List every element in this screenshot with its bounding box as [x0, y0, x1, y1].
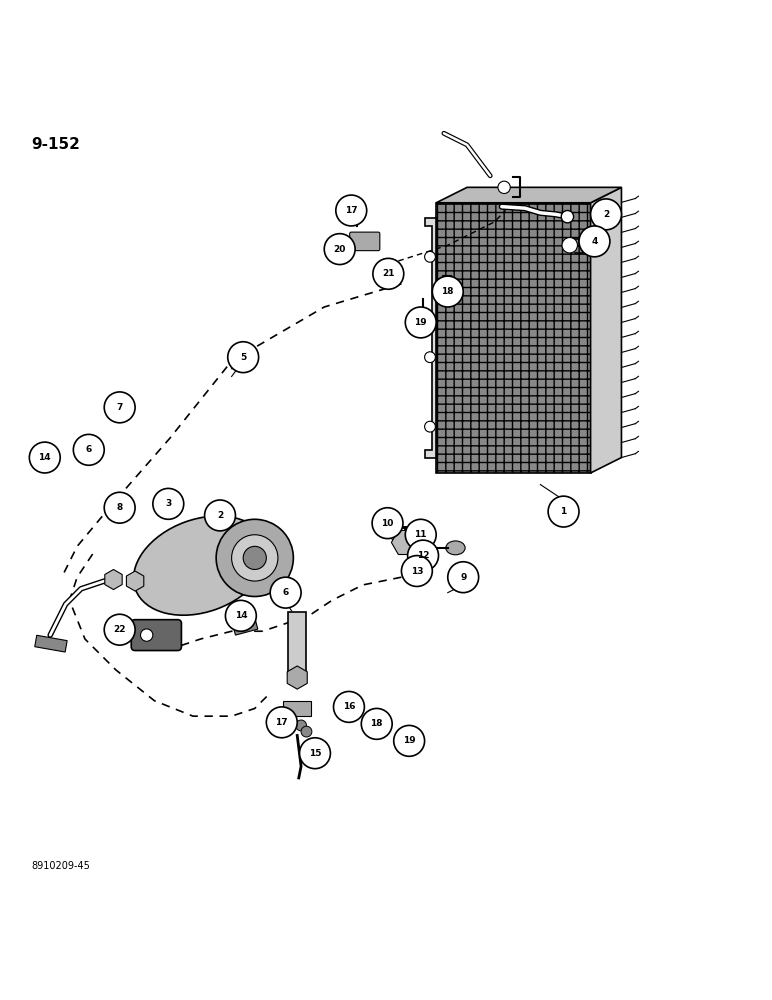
Text: 6: 6	[283, 588, 289, 597]
Text: 4: 4	[591, 237, 598, 246]
Circle shape	[104, 492, 135, 523]
Text: 5: 5	[240, 353, 246, 362]
Polygon shape	[105, 569, 122, 590]
Text: 16: 16	[343, 702, 355, 711]
Polygon shape	[425, 218, 436, 458]
Circle shape	[425, 352, 435, 363]
Bar	[442, 275, 451, 290]
Circle shape	[104, 392, 135, 423]
Circle shape	[394, 725, 425, 756]
Circle shape	[418, 319, 428, 329]
Circle shape	[73, 434, 104, 465]
Polygon shape	[391, 530, 419, 554]
Text: 20: 20	[334, 245, 346, 254]
Polygon shape	[287, 666, 307, 689]
Circle shape	[296, 720, 306, 731]
Circle shape	[425, 251, 435, 262]
Circle shape	[425, 421, 435, 432]
Text: 8910209-45: 8910209-45	[31, 861, 90, 871]
Circle shape	[228, 342, 259, 373]
Text: 3: 3	[165, 499, 171, 508]
Polygon shape	[591, 187, 621, 473]
Circle shape	[388, 276, 397, 285]
Circle shape	[448, 562, 479, 593]
Ellipse shape	[232, 535, 278, 581]
Text: 2: 2	[217, 511, 223, 520]
Text: 19: 19	[415, 318, 427, 327]
Circle shape	[372, 508, 403, 539]
Circle shape	[266, 707, 297, 738]
Circle shape	[283, 722, 293, 733]
Circle shape	[432, 276, 463, 307]
Circle shape	[205, 500, 235, 531]
Ellipse shape	[446, 541, 465, 555]
Text: 12: 12	[417, 551, 429, 560]
Circle shape	[498, 181, 510, 194]
Circle shape	[300, 738, 330, 769]
Circle shape	[405, 519, 436, 550]
Circle shape	[408, 540, 438, 571]
Text: 6: 6	[86, 445, 92, 454]
Text: 7: 7	[117, 403, 123, 412]
Polygon shape	[436, 187, 621, 203]
Circle shape	[562, 238, 577, 253]
Bar	[288, 612, 306, 674]
Text: 9-152: 9-152	[31, 137, 80, 152]
Circle shape	[373, 258, 404, 289]
Circle shape	[334, 691, 364, 722]
Circle shape	[579, 226, 610, 257]
Circle shape	[324, 234, 355, 265]
Text: 19: 19	[403, 736, 415, 745]
Text: 13: 13	[411, 567, 423, 576]
Circle shape	[270, 577, 301, 608]
Bar	[409, 564, 426, 573]
Text: 18: 18	[442, 287, 454, 296]
Text: 1: 1	[560, 507, 567, 516]
Circle shape	[243, 546, 266, 569]
Text: 17: 17	[345, 206, 357, 215]
Text: 2: 2	[603, 210, 609, 219]
Circle shape	[361, 708, 392, 739]
FancyBboxPatch shape	[131, 620, 181, 651]
Ellipse shape	[216, 519, 293, 596]
Circle shape	[141, 629, 153, 641]
Circle shape	[29, 442, 60, 473]
Text: 11: 11	[415, 530, 427, 539]
Text: 15: 15	[309, 749, 321, 758]
Circle shape	[548, 496, 579, 527]
Bar	[283, 701, 311, 716]
Circle shape	[409, 552, 425, 568]
FancyBboxPatch shape	[350, 232, 380, 251]
Circle shape	[225, 600, 256, 631]
Text: 22: 22	[113, 625, 126, 634]
Circle shape	[401, 556, 432, 586]
Circle shape	[561, 211, 574, 223]
Bar	[35, 635, 67, 652]
Text: 18: 18	[371, 719, 383, 728]
Text: 10: 10	[381, 519, 394, 528]
Circle shape	[591, 199, 621, 230]
Circle shape	[104, 614, 135, 645]
Text: 8: 8	[117, 503, 123, 512]
Circle shape	[405, 307, 436, 338]
Text: 14: 14	[235, 611, 247, 620]
Ellipse shape	[134, 516, 268, 615]
Text: 14: 14	[39, 453, 51, 462]
Polygon shape	[127, 571, 144, 591]
Text: 21: 21	[382, 269, 394, 278]
Text: 9: 9	[460, 573, 466, 582]
Circle shape	[153, 488, 184, 519]
Circle shape	[336, 195, 367, 226]
Bar	[233, 620, 258, 635]
Polygon shape	[436, 203, 591, 473]
Circle shape	[301, 726, 312, 737]
Circle shape	[386, 266, 398, 278]
Text: 17: 17	[276, 718, 288, 727]
